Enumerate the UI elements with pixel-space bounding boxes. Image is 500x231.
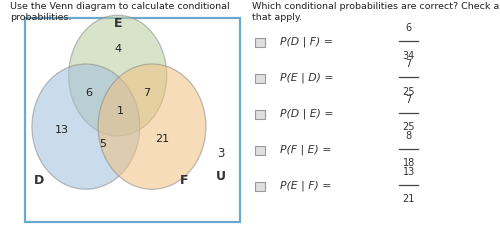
Text: 4: 4 <box>114 43 122 54</box>
Text: 6: 6 <box>406 23 412 33</box>
Text: P(D | F) =: P(D | F) = <box>280 36 336 47</box>
Text: 25: 25 <box>402 122 415 132</box>
Text: Use the Venn diagram to calculate conditional
probabilities.: Use the Venn diagram to calculate condit… <box>10 2 230 22</box>
Bar <box>255 182 264 191</box>
Bar <box>255 39 264 48</box>
Text: 13: 13 <box>54 124 68 134</box>
Text: F: F <box>180 174 188 187</box>
Text: 8: 8 <box>406 130 412 140</box>
Text: Which conditional probabilities are correct? Check all
that apply.: Which conditional probabilities are corr… <box>252 2 500 22</box>
Text: E: E <box>114 17 122 30</box>
Text: P(F | E) =: P(F | E) = <box>280 144 335 154</box>
Text: 5: 5 <box>100 138 106 148</box>
Text: 3: 3 <box>217 146 224 159</box>
Text: 13: 13 <box>402 166 415 176</box>
Text: 21: 21 <box>402 194 415 204</box>
Text: 7: 7 <box>144 87 150 97</box>
Text: 21: 21 <box>154 134 169 144</box>
FancyBboxPatch shape <box>24 18 240 222</box>
Text: 18: 18 <box>402 158 415 168</box>
Bar <box>255 146 264 155</box>
Text: P(E | D) =: P(E | D) = <box>280 72 337 83</box>
Text: 6: 6 <box>85 87 92 97</box>
Bar <box>255 75 264 84</box>
Ellipse shape <box>32 65 140 189</box>
Text: 25: 25 <box>402 86 415 96</box>
Text: 1: 1 <box>116 106 123 116</box>
Text: U: U <box>216 169 226 182</box>
Text: D: D <box>34 174 44 187</box>
Text: P(D | E) =: P(D | E) = <box>280 108 337 119</box>
Ellipse shape <box>68 16 166 136</box>
Text: 7: 7 <box>406 94 412 104</box>
Text: P(E | F) =: P(E | F) = <box>280 179 335 190</box>
Ellipse shape <box>98 65 206 189</box>
Text: 7: 7 <box>406 59 412 69</box>
Text: 34: 34 <box>402 50 415 60</box>
Bar <box>255 111 264 120</box>
